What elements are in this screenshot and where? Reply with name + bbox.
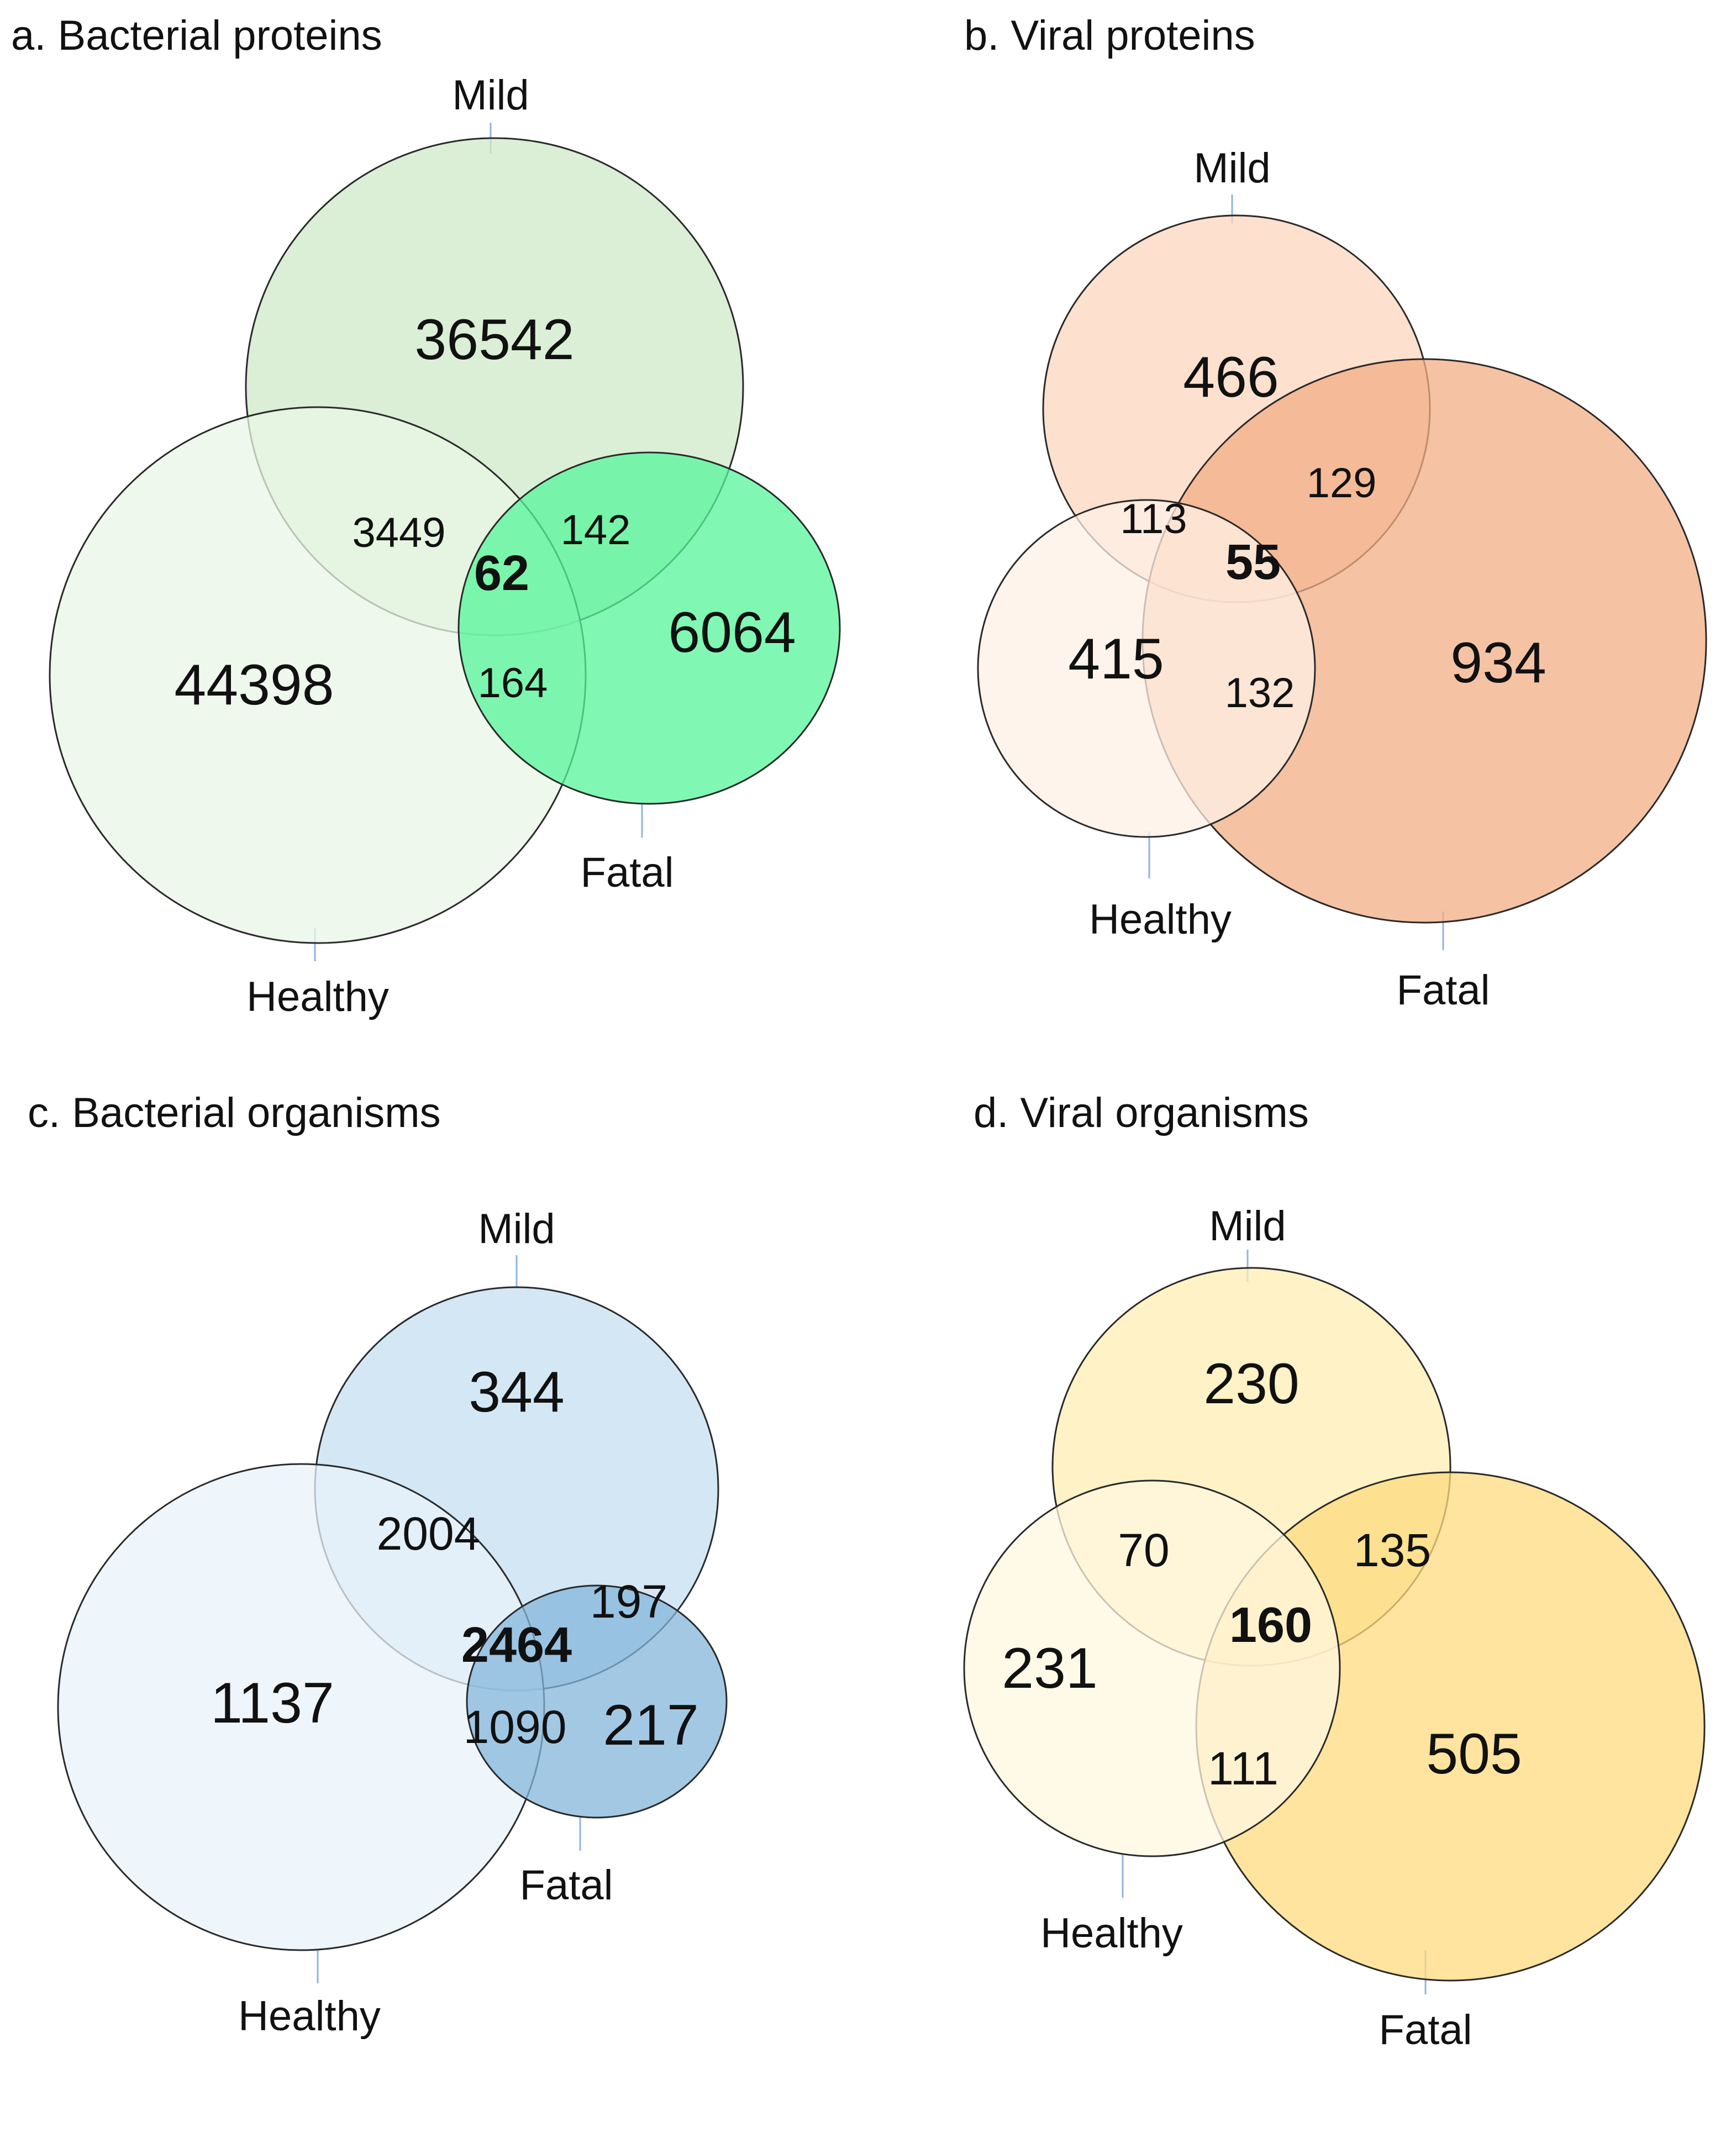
panel-c-healthy-only: 1137 (211, 1671, 334, 1735)
panel-c-title: c. Bacterial organisms (28, 1089, 441, 1136)
panel-c-fatal-ellipse (466, 1584, 728, 1819)
panel-d-mild-fatal: 135 (1354, 1524, 1431, 1576)
panel-b-healthy-mild: 113 (1120, 496, 1187, 543)
panel-d-all-three: 160 (1229, 1598, 1312, 1653)
panel-b-all-three: 55 (1225, 535, 1281, 590)
panel-b-mild-only: 466 (1183, 345, 1279, 409)
panel-c-fatal-only: 217 (603, 1693, 699, 1757)
panel-d-healthy-only: 231 (1002, 1636, 1098, 1700)
panel-b-mild-label: Mild (1193, 145, 1270, 192)
panel-a-healthy-fatal: 164 (478, 660, 548, 707)
panel-d-title: d. Viral organisms (974, 1089, 1309, 1136)
panel-c-fatal-label: Fatal (520, 1862, 613, 1909)
panel-a: a. Bacterial proteins Mild Fatal Healthy… (11, 12, 841, 1020)
panel-b-title: b. Viral proteins (964, 12, 1255, 59)
panel-c-healthy-label: Healthy (238, 1993, 381, 2040)
panel-c-mild-fatal: 197 (590, 1576, 667, 1628)
panel-a-healthy-label: Healthy (246, 973, 389, 1020)
panel-d-healthy-fatal: 111 (1208, 1742, 1279, 1794)
panel-b-healthy-circle (977, 499, 1316, 838)
panel-d-mild-only: 230 (1203, 1352, 1300, 1416)
panel-a-mild-fatal: 142 (561, 507, 631, 554)
panel-b-fatal-label: Fatal (1397, 967, 1490, 1014)
panel-b-healthy-only: 415 (1068, 627, 1164, 691)
panel-a-mild-only: 36542 (414, 308, 574, 372)
panel-d-fatal-label: Fatal (1379, 2007, 1472, 2053)
panel-d: d. Viral organisms Mild Healthy Fatal 23… (963, 1089, 1706, 2053)
panel-a-fatal-only: 6064 (668, 601, 796, 665)
panel-b-mild-fatal: 129 (1307, 460, 1377, 507)
panel-a-mild-label: Mild (452, 72, 529, 119)
panel-d-healthy-mild: 70 (1118, 1524, 1169, 1576)
panel-b-healthy-label: Healthy (1089, 896, 1232, 943)
panel-d-fatal-only: 505 (1426, 1722, 1522, 1786)
panel-c-healthy-mild: 2004 (377, 1508, 480, 1560)
panel-c: c. Bacterial organisms Mild Fatal Health… (28, 1089, 728, 2040)
panel-a-all-three: 62 (474, 546, 529, 601)
panel-d-healthy-label: Healthy (1040, 1910, 1183, 1957)
panel-b-fatal-only: 934 (1450, 631, 1546, 695)
panel-b: b. Viral proteins Mild Healthy Fatal 466… (964, 12, 1707, 1014)
panel-c-mild-label: Mild (478, 1205, 555, 1252)
panel-c-all-three: 2464 (461, 1618, 572, 1673)
panel-a-fatal-label: Fatal (581, 849, 674, 896)
panel-a-fatal-ellipse (457, 451, 841, 805)
panel-d-healthy-circle (963, 1479, 1341, 1857)
panel-c-mild-only: 344 (469, 1360, 565, 1424)
panel-d-mild-label: Mild (1209, 1203, 1286, 1250)
panel-a-healthy-only: 44398 (174, 653, 334, 717)
panel-a-title: a. Bacterial proteins (11, 12, 382, 59)
panel-a-healthy-mild: 3449 (352, 509, 445, 556)
panel-c-healthy-fatal: 1090 (464, 1701, 567, 1753)
panel-b-healthy-fatal: 132 (1225, 670, 1295, 717)
